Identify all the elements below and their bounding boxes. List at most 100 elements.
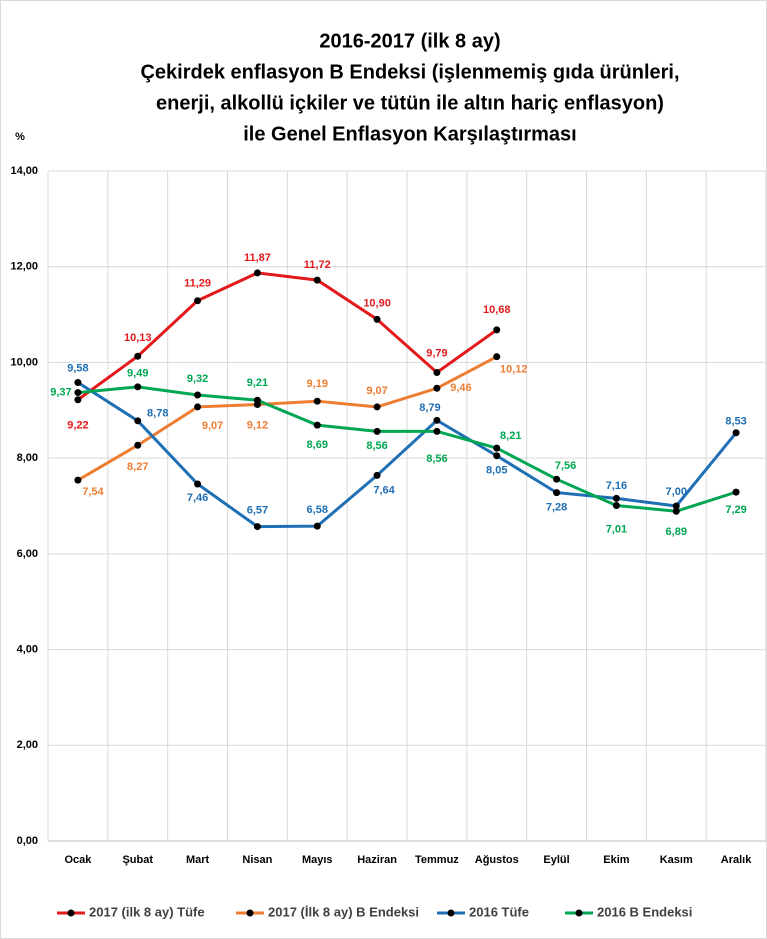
data-label: 7,16 [606,480,627,492]
legend-marker [67,909,75,917]
data-point [732,429,740,437]
data-point [373,403,381,411]
data-point [134,383,142,391]
data-label: 9,58 [67,362,88,374]
data-label: 7,00 [666,486,687,498]
data-point [433,427,441,435]
chart-title: Çekirdek enflasyon B Endeksi (işlenmemiş… [140,61,679,83]
series-line [77,355,498,482]
data-point [493,353,501,361]
data-point [493,452,501,460]
data-label: 8,56 [366,440,387,452]
data-label: 9,22 [67,420,88,432]
data-point [194,391,202,399]
data-point [134,417,142,425]
chart-title: enerji, alkollü içkiler ve tütün ile alt… [156,92,664,114]
legend-label: 2017 (ilk 8 ay) Tüfe [89,904,205,919]
data-label: 8,05 [486,465,507,477]
data-point [74,389,82,397]
legend-marker [246,909,254,917]
data-point [313,397,321,405]
data-point [373,471,381,479]
x-tick-label: Kasım [660,854,693,866]
x-tick-label: Mart [186,854,210,866]
data-point [313,522,321,530]
y-tick-label: 10,00 [10,356,38,368]
legend-label: 2016 Tüfe [469,904,529,919]
data-label: 7,01 [606,523,627,535]
x-tick-label: Eylül [543,854,569,866]
data-point [433,416,441,424]
data-label: 8,53 [725,416,746,428]
data-label: 8,79 [419,402,440,414]
chart-title: 2016-2017 (ilk 8 ay) [319,30,500,52]
data-label: 9,07 [202,420,223,432]
x-tick-label: Mayıs [302,854,333,866]
data-point [253,269,261,277]
series-line [77,271,498,401]
x-tick-label: Ağustos [475,854,519,866]
data-point [553,489,561,497]
series-line [77,381,738,529]
data-label: 6,89 [666,526,687,538]
data-point [74,396,82,404]
y-axis-label: % [15,131,25,143]
data-label: 8,56 [426,453,447,465]
data-point [74,476,82,484]
data-point [253,523,261,531]
data-label: 11,87 [244,252,271,264]
data-label: 7,28 [546,502,567,514]
data-label: 7,64 [373,484,395,496]
data-point [373,427,381,435]
y-tick-label: 6,00 [17,548,38,560]
data-point [253,396,261,404]
x-tick-label: Şubat [122,854,153,866]
data-point [194,480,202,488]
data-label: 9,21 [247,377,268,389]
data-label: 9,49 [127,368,148,380]
legend-marker [575,909,583,917]
data-label: 9,79 [426,347,447,359]
data-label: 10,12 [500,364,528,376]
data-label: 10,90 [363,297,391,309]
data-point [74,379,82,387]
x-tick-label: Nisan [242,854,272,866]
chart-title: ile Genel Enflasyon Karşılaştırması [243,123,576,145]
data-label: 8,69 [307,439,328,451]
data-point [612,494,620,502]
data-label: 11,72 [304,259,331,271]
y-tick-label: 14,00 [10,165,38,177]
data-point [433,368,441,376]
data-label: 6,58 [307,504,328,516]
y-tick-label: 8,00 [17,452,38,464]
legend-label: 2016 B Endeksi [597,904,692,919]
data-point [493,326,501,334]
data-label: 9,12 [247,419,268,431]
data-label: 10,13 [124,332,152,344]
data-label: 8,78 [147,408,168,420]
data-label: 9,07 [366,385,387,397]
data-point [493,444,501,452]
data-point [194,403,202,411]
data-label: 7,46 [187,492,208,504]
x-tick-label: Ocak [64,854,92,866]
data-point [732,488,740,496]
x-tick-label: Haziran [357,854,397,866]
data-label: 10,68 [483,304,511,316]
data-point [313,421,321,429]
y-tick-label: 2,00 [17,739,38,751]
data-point [134,441,142,449]
data-label: 8,21 [500,430,521,442]
legend-label: 2017 (İlk 8 ay) B Endeksi [268,904,419,919]
data-point [672,502,680,510]
data-point [672,507,680,515]
legend-marker [447,909,455,917]
data-point [313,276,321,284]
data-label: 11,29 [184,278,211,290]
data-label: 9,37 [50,386,71,398]
data-label: 8,27 [127,461,148,473]
x-tick-label: Ekim [603,854,630,866]
data-point [612,502,620,510]
y-tick-label: 12,00 [10,261,38,273]
